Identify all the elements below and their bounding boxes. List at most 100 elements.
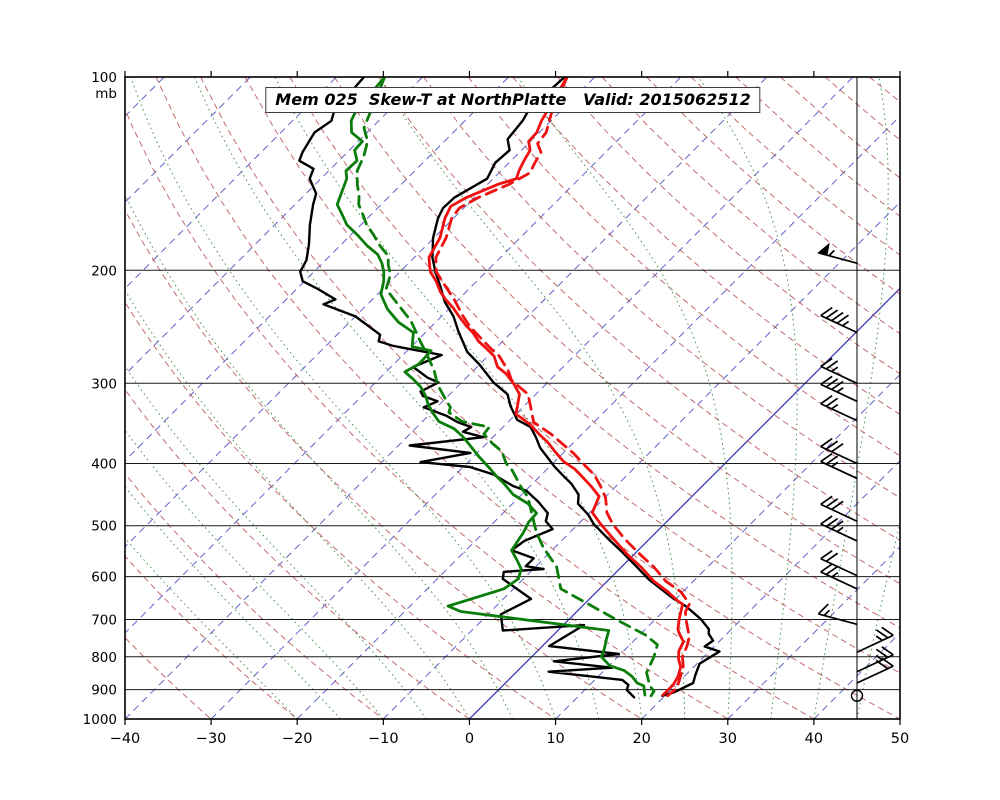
isotherm-line <box>641 459 900 719</box>
x-tick-label: 40 <box>805 731 823 747</box>
x-tick-label: 0 <box>465 731 474 747</box>
wind-barb <box>817 603 858 626</box>
dry-adiabat-line <box>467 77 900 457</box>
wind-barb-full <box>881 646 894 656</box>
moist-adiabat-line <box>130 77 557 719</box>
wind-barb-full <box>820 306 833 317</box>
isotherm-line <box>210 77 854 719</box>
wind-barb <box>856 626 894 653</box>
moist-adiabat-line <box>698 77 798 719</box>
pressure-unit-label: mb <box>95 86 117 102</box>
moist-adiabat-line <box>856 520 900 719</box>
trace-mean-dewpoint-dashed <box>355 77 659 698</box>
axis-labels: −40 −30 −20 −10 0 10 20 30 40 50 100 200 300 400 500 60… <box>83 70 910 747</box>
x-tick-label: 50 <box>891 731 909 747</box>
moist-adiabat-line <box>125 289 470 719</box>
dry-adiabat-line <box>289 77 900 629</box>
pressure-tick-label: 800 <box>91 650 117 666</box>
plot-border <box>124 76 901 720</box>
wind-barb <box>820 515 858 542</box>
dry-adiabat-line <box>512 77 900 416</box>
moist-adiabat-line <box>378 77 686 719</box>
wind-barb <box>820 306 858 334</box>
wind-barb-full <box>881 657 894 667</box>
wind-barb-half <box>875 654 883 661</box>
wind-barb-half <box>875 635 883 642</box>
wind-barb <box>856 657 894 684</box>
wind-barb-full <box>875 629 889 639</box>
wind-barb-full <box>825 517 839 528</box>
x-tick-label: −40 <box>110 731 141 747</box>
isotherm-line <box>125 77 251 204</box>
wind-barb-full <box>831 442 844 453</box>
dry-adiabat-line <box>423 77 900 499</box>
wind-barb-full <box>825 552 839 562</box>
wind-barb <box>820 375 858 403</box>
wind-barb-full <box>825 378 839 388</box>
wind-barb-full <box>825 309 839 319</box>
x-tick-label: −10 <box>368 731 399 747</box>
pressure-tick-label: 200 <box>91 263 117 279</box>
pressure-tick-label: 900 <box>91 683 117 699</box>
wind-barb-full <box>825 455 839 465</box>
wind-barb-full <box>831 311 844 322</box>
x-tick-label: 30 <box>719 731 737 747</box>
wind-barb-full <box>831 520 844 530</box>
wind-barb-full <box>825 397 839 407</box>
wind-barb-half <box>836 526 844 533</box>
pressure-tick-label: 500 <box>91 519 117 535</box>
trace-member-dewpoint <box>298 77 636 699</box>
dry-adiabat-line <box>869 77 900 103</box>
isotherm-line <box>296 115 900 719</box>
isotherm-line <box>125 77 596 548</box>
wind-barb-full <box>820 395 833 405</box>
wind-barb <box>820 550 858 577</box>
isotherm-line <box>125 77 510 462</box>
wind-barb-pennant <box>817 242 830 256</box>
dry-adiabat-line <box>557 77 900 375</box>
wind-barb-full <box>825 498 839 508</box>
wind-barb-full <box>820 357 833 368</box>
wind-barb-half <box>828 249 835 257</box>
wind-barb <box>820 437 858 465</box>
wind-barb-half <box>831 461 839 468</box>
trace-mean-temperature <box>427 77 685 697</box>
trace-mean-dewpoint <box>335 77 647 697</box>
isotherm-line <box>382 201 900 719</box>
isotherm-line <box>727 546 900 719</box>
wind-barb-full <box>820 563 833 573</box>
wind-barb-full <box>825 440 839 450</box>
dry-adiabat-line <box>601 77 900 335</box>
x-tick-label: 10 <box>546 731 564 747</box>
pressure-tick-label: 1000 <box>83 712 117 728</box>
chart-title: Mem 025 Skew-T at NorthPlatte Valid: 201… <box>265 87 761 113</box>
wind-barb-half <box>831 572 839 578</box>
wind-barb <box>820 563 858 590</box>
x-tick-label: −20 <box>282 731 313 747</box>
wind-barb-half <box>831 403 839 410</box>
isotherm-line <box>813 632 900 719</box>
isotherm-zero-line <box>468 287 900 719</box>
wind-barb <box>820 495 858 523</box>
surface-station-circle <box>850 689 864 702</box>
dry-adiabat-line <box>155 77 815 719</box>
isotherm-line <box>899 718 900 719</box>
wind-barb-half <box>823 609 831 617</box>
isotherm-line <box>125 77 165 117</box>
x-tick-label: −30 <box>196 731 227 747</box>
isotherm-line <box>125 77 768 719</box>
wind-barb <box>820 357 858 385</box>
wind-barb-full <box>817 603 829 615</box>
dry-adiabat-line <box>333 77 900 585</box>
wind-barb-full <box>875 648 889 659</box>
wind-barb-full <box>831 500 844 511</box>
trace-member-temperature <box>431 77 721 697</box>
wind-barb-full <box>836 314 850 324</box>
isotherm-line <box>125 77 682 634</box>
dry-adiabat-line <box>125 301 556 719</box>
x-tick-label: 20 <box>632 731 650 747</box>
wind-barb-full <box>825 360 839 370</box>
wind-barb-full <box>881 626 894 637</box>
